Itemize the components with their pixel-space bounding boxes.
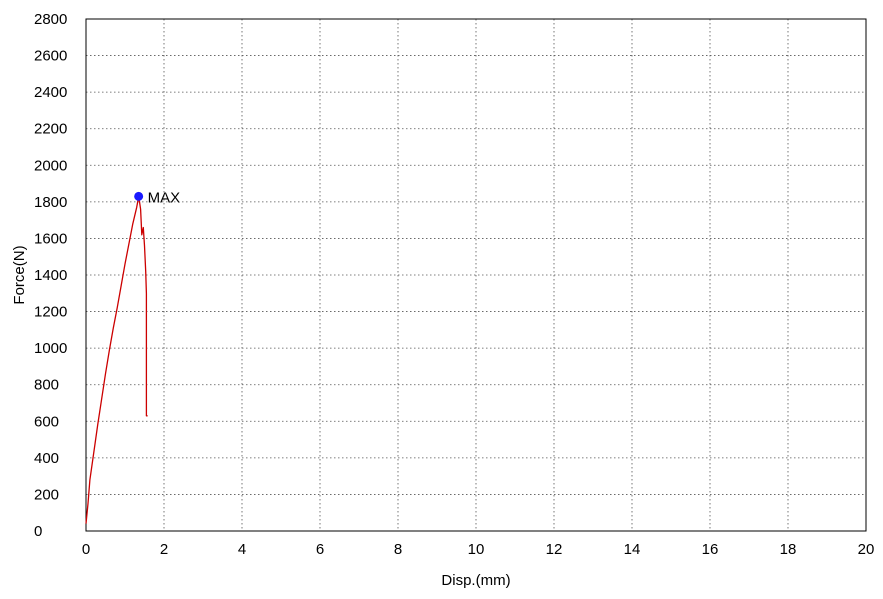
y-tick-label: 200 <box>34 486 59 503</box>
y-tick-label: 1800 <box>34 194 67 211</box>
x-tick-label: 20 <box>858 541 875 558</box>
x-axis-title: Disp.(mm) <box>441 572 510 589</box>
axis-ticks: 0 2 4 6 8 10 12 14 16 18 2002004006008001000120014… <box>34 11 874 558</box>
max-point-marker <box>134 191 144 201</box>
y-tick-label: 1600 <box>34 230 67 247</box>
x-tick-label: 16 <box>702 541 719 558</box>
annotation-layer: MAX <box>134 189 180 206</box>
y-axis-title: Force(N) <box>11 245 28 304</box>
series-layer <box>85 195 148 524</box>
plot-frame <box>85 18 867 532</box>
y-tick-label: 2600 <box>34 48 67 65</box>
y-tick-label: 2200 <box>34 121 67 138</box>
grid-lines <box>86 19 866 531</box>
y-tick-label: 0 <box>34 523 42 540</box>
y-tick-label: 2000 <box>34 157 67 174</box>
y-tick-label: 2400 <box>34 84 67 101</box>
y-tick-label: 1400 <box>34 267 67 284</box>
x-tick-label: 0 <box>82 541 90 558</box>
y-tick-label: 1200 <box>34 304 67 321</box>
y-tick-label: 800 <box>34 377 59 394</box>
x-tick-label: 12 <box>546 541 563 558</box>
y-tick-label: 2800 <box>34 11 67 28</box>
y-tick-label: 600 <box>34 413 59 430</box>
y-tick-label: 400 <box>34 450 59 467</box>
x-tick-label: 6 <box>316 541 324 558</box>
x-tick-label: 10 <box>468 541 485 558</box>
x-tick-label: 18 <box>780 541 797 558</box>
force-curve-line <box>85 195 148 524</box>
y-tick-label: 1000 <box>34 340 67 357</box>
max-point-label: MAX <box>148 189 181 206</box>
x-tick-label: 8 <box>394 541 402 558</box>
x-tick-label: 4 <box>238 541 246 558</box>
x-tick-label: 14 <box>624 541 641 558</box>
x-tick-label: 2 <box>160 541 168 558</box>
